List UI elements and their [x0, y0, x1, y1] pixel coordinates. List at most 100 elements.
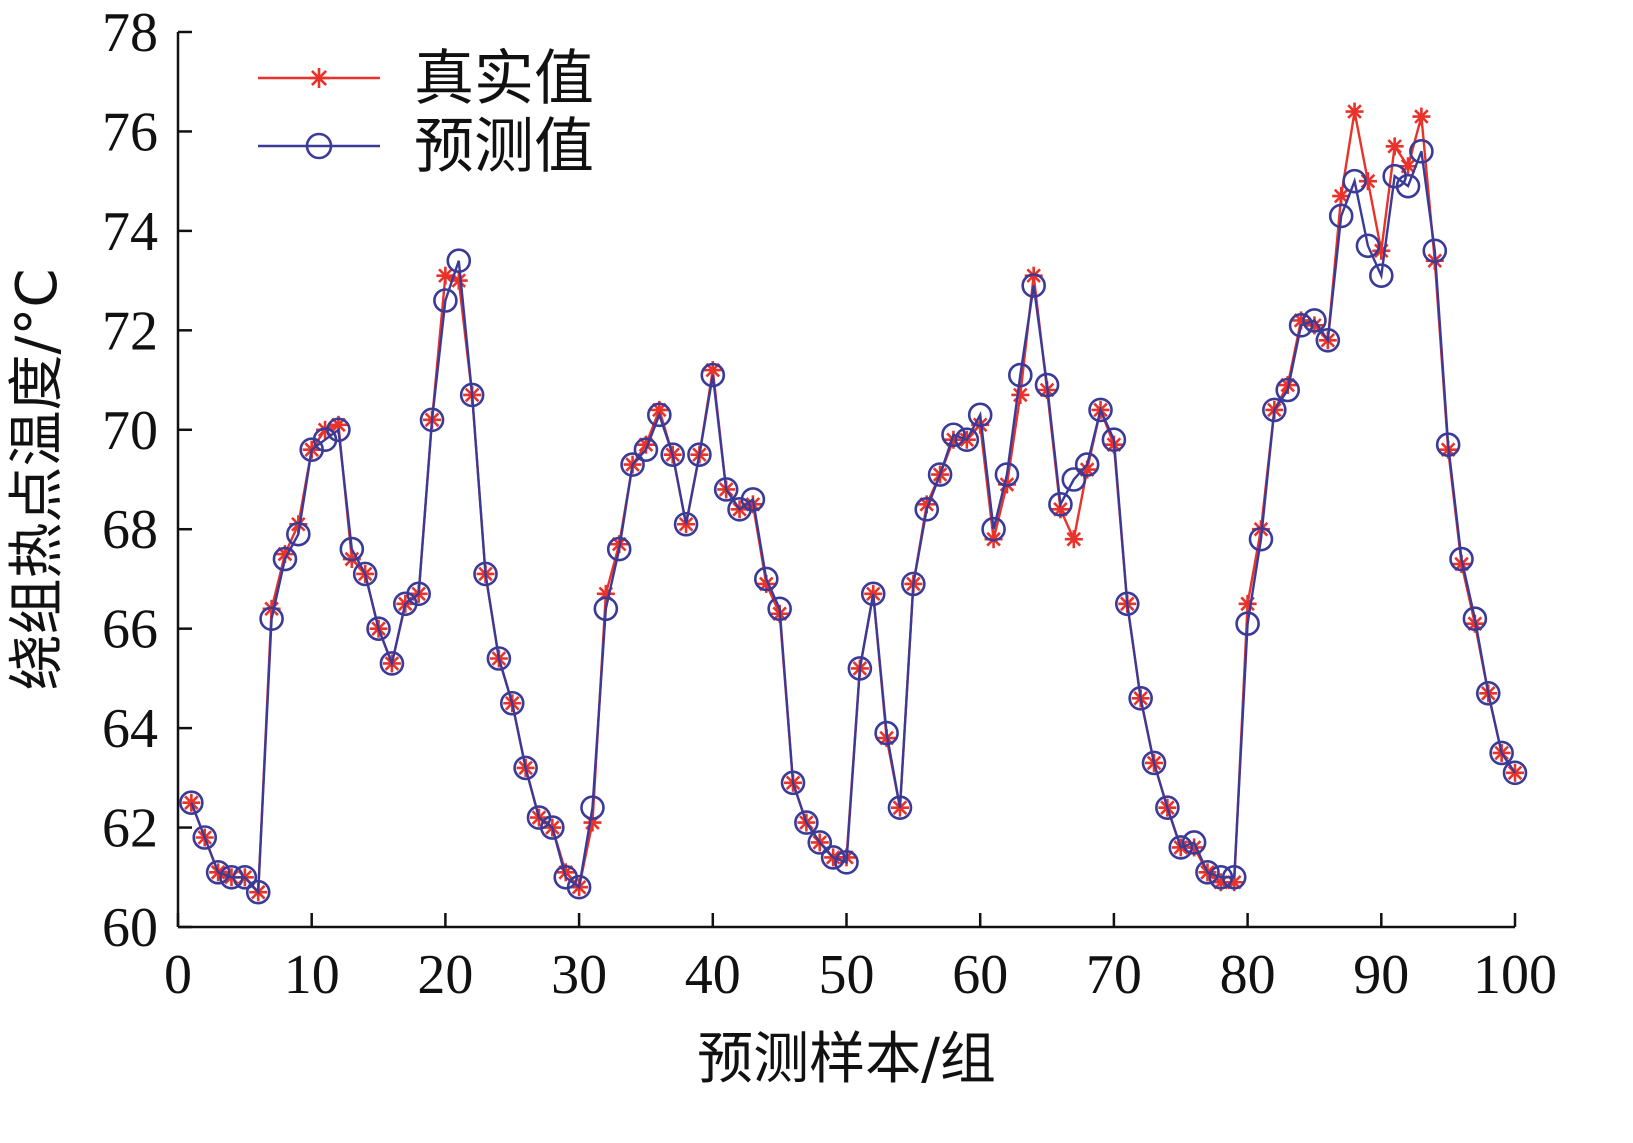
data-point-circle — [847, 656, 873, 681]
data-point-star — [1372, 241, 1391, 260]
data-point-circle — [1302, 308, 1327, 333]
data-point-circle — [326, 417, 351, 443]
legend-item: 真实值 — [258, 44, 594, 114]
data-point-circle — [767, 596, 792, 622]
x-tick-label: 10 — [284, 944, 340, 1006]
data-point-circle — [433, 288, 458, 313]
data-point-circle — [1088, 397, 1113, 423]
data-point-circle — [1502, 760, 1528, 786]
data-point-circle — [1409, 139, 1434, 164]
data-point-circle — [406, 581, 431, 607]
data-point-circle — [192, 825, 218, 850]
data-point-circle — [794, 810, 819, 835]
data-point-circle — [887, 795, 913, 820]
data-point-circle — [954, 427, 980, 453]
data-point-circle — [994, 462, 1020, 487]
data-point-circle — [1248, 526, 1274, 552]
x-axis-title: 预测样本/组 — [697, 1027, 996, 1092]
data-point-circle — [459, 382, 485, 408]
data-point-circle — [1235, 611, 1260, 636]
x-tick-label: 50 — [819, 944, 875, 1006]
data-point-circle — [1315, 327, 1341, 353]
data-point-circle — [566, 874, 592, 900]
x-tick-label: 20 — [417, 944, 473, 1006]
data-point-circle — [1489, 740, 1514, 766]
data-point-circle — [1048, 492, 1073, 517]
data-point-circle — [1168, 835, 1194, 860]
data-point-circle — [700, 362, 726, 388]
y-tick-label: 78 — [102, 2, 158, 64]
y-tick-label: 62 — [102, 798, 158, 860]
data-point-star — [1412, 107, 1431, 126]
data-point-circle — [1449, 546, 1474, 572]
data-point-circle — [1275, 377, 1301, 403]
data-point-circle — [1221, 864, 1247, 890]
data-point-circle — [780, 770, 806, 796]
data-point-circle — [540, 815, 565, 840]
data-point-circle — [981, 516, 1006, 542]
x-tick-label: 90 — [1353, 944, 1409, 1006]
star-stroke — [1414, 109, 1429, 124]
data-point-circle — [1074, 452, 1100, 477]
data-point-circle — [1128, 685, 1153, 711]
data-point-circle — [305, 132, 333, 160]
y-tick-label: 76 — [102, 101, 158, 163]
data-point-circle — [1462, 606, 1488, 632]
data-point-circle — [446, 248, 472, 274]
data-point-circle — [419, 407, 445, 433]
data-point-circle — [272, 546, 298, 572]
data-point-circle — [620, 452, 645, 477]
y-tick-label: 70 — [102, 400, 158, 462]
star-stroke — [311, 70, 327, 86]
data-point-circle — [1475, 681, 1501, 706]
series-layer — [179, 102, 1528, 905]
data-point-star — [1332, 187, 1351, 206]
data-point-circle — [219, 864, 244, 890]
y-tick-label: 74 — [102, 201, 158, 263]
data-point-circle — [941, 422, 966, 448]
data-point-circle — [1395, 173, 1421, 199]
star-stroke — [1066, 531, 1082, 547]
y-tick-label: 66 — [102, 599, 158, 661]
star-stroke — [451, 273, 467, 288]
data-point-star — [1011, 385, 1030, 404]
y-tick-label: 72 — [102, 300, 158, 362]
data-point-circle — [1328, 203, 1354, 229]
x-tick-label: 70 — [1086, 944, 1142, 1006]
data-point-circle — [245, 879, 271, 905]
axes: 60 62 64 66 68 70 72 74 76 78 0 10 20 30 40 50 60 70 80 90 1… — [102, 2, 1557, 1006]
data-point-star — [1064, 530, 1083, 549]
data-point-circle — [1061, 467, 1087, 492]
series-predicted-value — [179, 139, 1528, 905]
data-point-circle — [499, 690, 525, 716]
data-point-circle — [593, 596, 619, 622]
y-tick-label: 60 — [102, 897, 158, 959]
x-tick-label: 40 — [685, 944, 741, 1006]
data-point-circle — [660, 442, 685, 467]
star-stroke — [1333, 188, 1349, 204]
legend-item: 预测值 — [258, 112, 594, 182]
data-point-circle — [1262, 397, 1287, 423]
data-point-circle — [1114, 591, 1140, 617]
data-point-star — [1385, 137, 1404, 156]
series-line — [190, 150, 1516, 896]
data-point-circle — [205, 860, 231, 885]
data-point-circle — [1181, 830, 1207, 855]
data-point-circle — [901, 571, 926, 597]
x-tick-label: 80 — [1220, 944, 1276, 1006]
data-point-circle — [1422, 238, 1448, 264]
star-stroke — [1387, 139, 1402, 154]
data-point-circle — [673, 511, 699, 537]
y-axis-title: 绕组热点温度/°C — [5, 269, 70, 691]
data-point-circle — [1288, 313, 1314, 338]
data-point-circle — [366, 616, 391, 641]
data-point-circle — [232, 864, 258, 890]
x-tick-label: 0 — [164, 944, 192, 1006]
data-point-circle — [740, 487, 766, 512]
data-point-circle — [513, 755, 538, 781]
data-point-circle — [820, 845, 846, 870]
x-tick-label: 100 — [1473, 944, 1557, 1006]
data-point-circle — [687, 442, 712, 467]
